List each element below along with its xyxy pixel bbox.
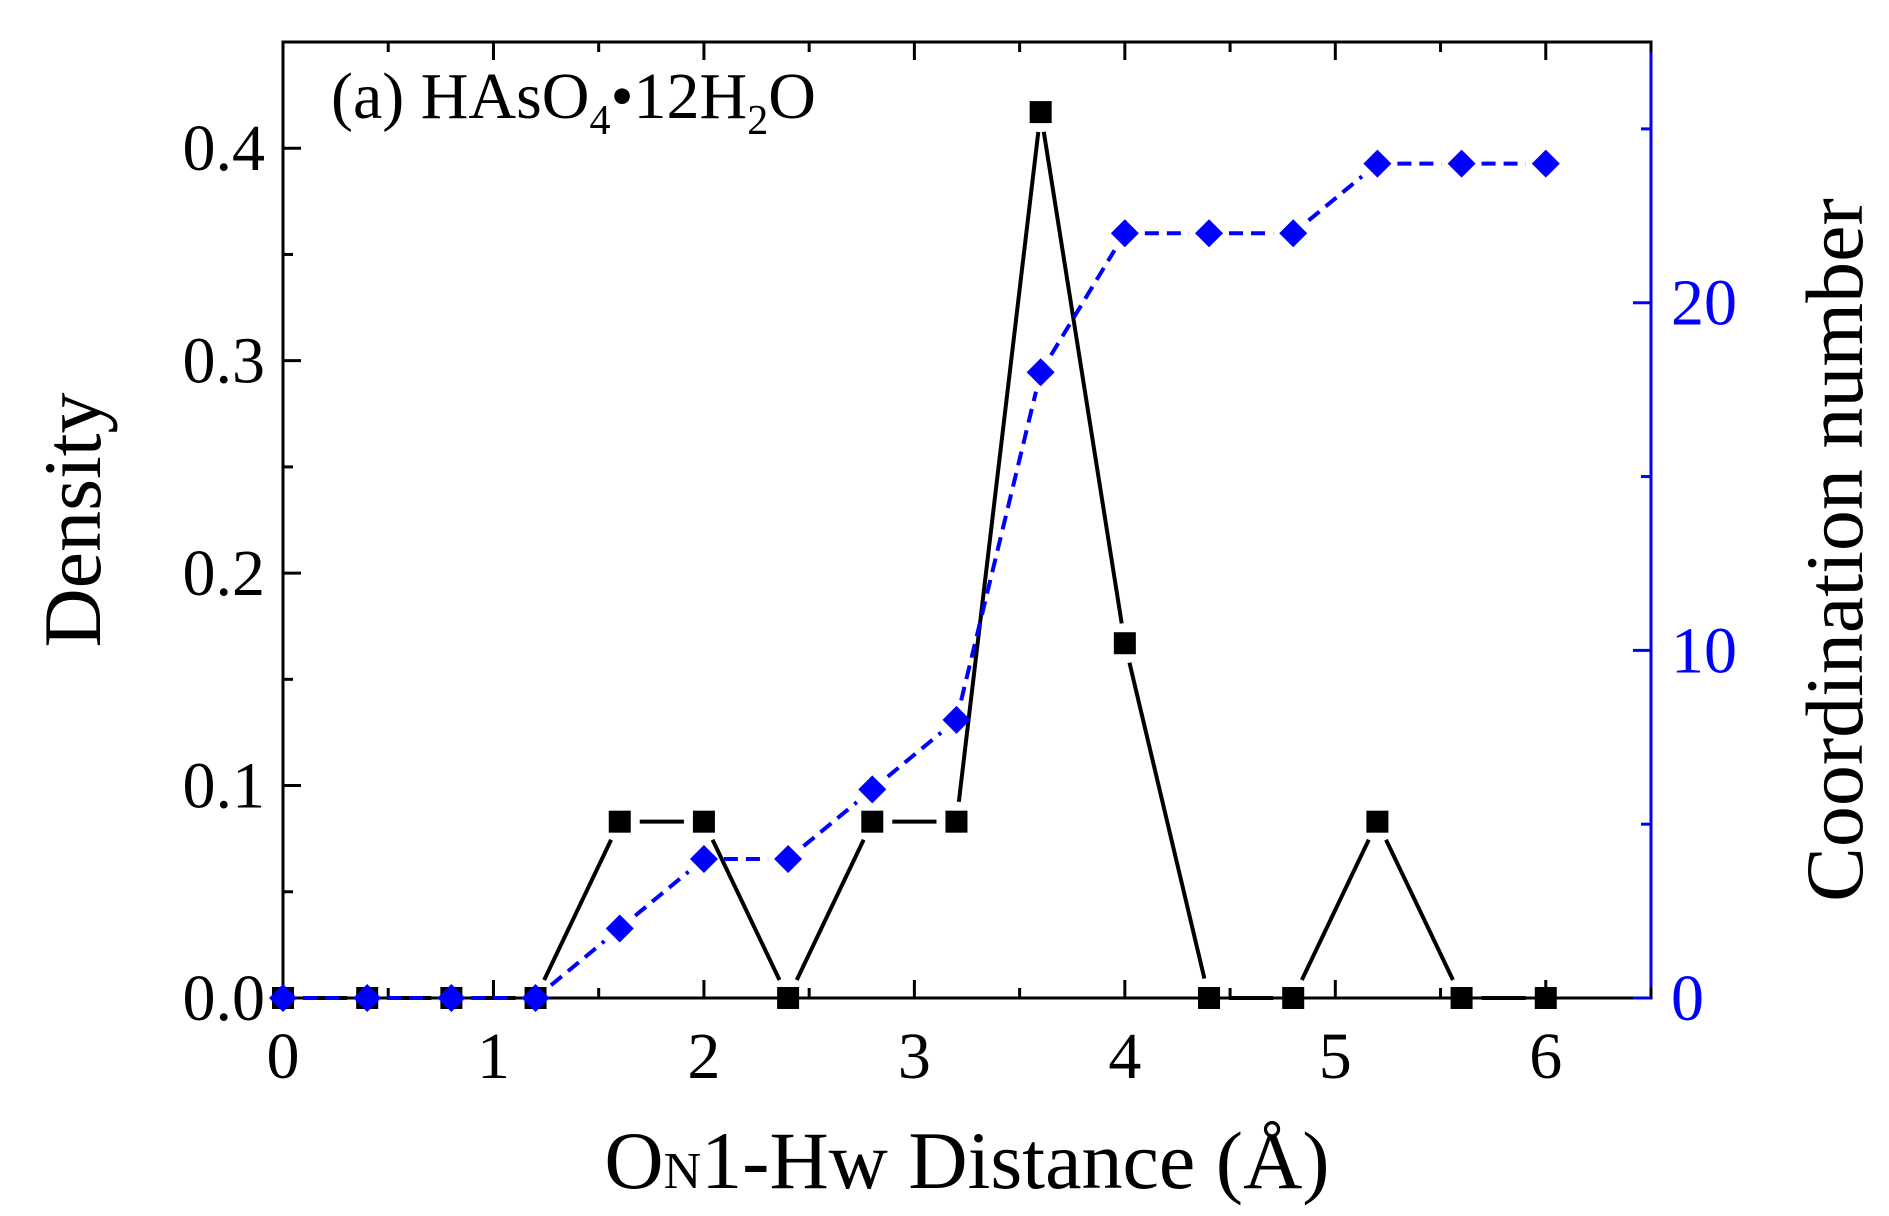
series-line-segment (802, 800, 859, 848)
x-tick-label: 4 (1108, 1020, 1141, 1093)
series-line-segment (633, 870, 690, 918)
data-point-diamond (269, 984, 297, 1012)
x-tick-label: 0 (267, 1020, 300, 1093)
x-tick-label: 5 (1319, 1020, 1352, 1093)
data-point-diamond (1110, 219, 1139, 248)
y2-tick-label: 20 (1671, 267, 1737, 340)
data-point-diamond (521, 984, 550, 1012)
y-tick-label: 0.3 (183, 325, 266, 398)
y-axis-title: Density (27, 392, 118, 647)
series-line-segment (959, 391, 1038, 701)
data-point-square (1534, 987, 1557, 1009)
tick-marks (281, 40, 1653, 1000)
series-line-segment (710, 838, 782, 981)
data-point-square (777, 987, 800, 1009)
series-coordination (269, 149, 1560, 1012)
y2-tick-labels: 0 10 20 (1671, 267, 1737, 1035)
series-line-segment (542, 838, 613, 981)
annotation-prefix: (a) HAsO (331, 60, 589, 133)
data-point-diamond (1447, 149, 1476, 178)
series-line-segment (886, 731, 943, 779)
annotation-sub2: 2 (747, 98, 768, 144)
x-tick-label: 1 (477, 1020, 510, 1093)
data-point-square (1366, 810, 1389, 833)
annotation-suffix: O (768, 60, 816, 133)
annotation-sub1: 4 (589, 98, 610, 144)
data-point-diamond (1363, 149, 1392, 178)
data-point-square (1450, 987, 1473, 1009)
data-point-diamond (353, 984, 382, 1012)
series-line-segment (1041, 131, 1124, 624)
y-tick-label: 0.1 (183, 750, 266, 823)
data-point-square (608, 810, 631, 833)
y-tick-label: 0.0 (183, 962, 266, 1035)
data-point-diamond (942, 705, 971, 734)
y2-tick-label: 10 (1671, 614, 1737, 687)
data-point-diamond (605, 914, 634, 943)
data-point-diamond (858, 775, 887, 804)
data-point-diamond (1026, 358, 1055, 387)
data-point-diamond (1531, 149, 1560, 178)
x-axis-title-sub: N (664, 1143, 702, 1200)
annotation-bullet: • (610, 60, 633, 133)
series-line-segment (1127, 662, 1207, 980)
data-point-diamond (689, 844, 718, 873)
x-axis-title-main: O (604, 1115, 663, 1206)
series-line-segment (1300, 838, 1371, 981)
data-point-square (692, 810, 715, 833)
series-layer (269, 101, 1560, 1012)
x-tick-label: 2 (687, 1020, 720, 1093)
data-point-square (861, 810, 884, 833)
plot-frame (281, 40, 1653, 1000)
data-point-diamond (437, 984, 466, 1012)
data-point-square (1029, 101, 1052, 124)
y-tick-label: 0.2 (183, 537, 266, 610)
data-point-square (1113, 632, 1136, 655)
x-tick-label: 6 (1529, 1020, 1562, 1093)
series-line-segment (956, 131, 1041, 803)
data-point-diamond (1279, 219, 1308, 248)
y-tick-label: 0.4 (183, 112, 266, 185)
x-axis-title-rest: 1-Hw Distance (Å) (701, 1115, 1329, 1206)
y2-tick-label: 0 (1671, 962, 1704, 1035)
data-point-diamond (1195, 219, 1224, 248)
series-line-segment (549, 939, 606, 987)
y2-axis-title: Coordination number (1789, 198, 1880, 902)
data-point-square (1282, 987, 1305, 1009)
series-line-segment (794, 838, 866, 981)
data-point-diamond (774, 844, 803, 873)
annotation-mid: 12H (634, 60, 748, 133)
y-tick-labels: 0.0 0.1 0.2 0.3 0.4 (183, 112, 266, 1035)
series-line-segment (1049, 249, 1117, 357)
x-tick-labels: 0 1 2 3 4 5 6 (267, 1020, 1563, 1093)
series-density (272, 101, 1557, 1009)
data-point-square (945, 810, 968, 833)
chart-annotation: (a) HAsO4•12H2O (331, 60, 816, 144)
series-line-segment (1307, 174, 1364, 223)
series-line-segment (1384, 838, 1455, 981)
x-axis-title: ON1-Hw Distance (Å) (604, 1115, 1329, 1206)
x-tick-label: 3 (898, 1020, 931, 1093)
data-point-square (1198, 987, 1221, 1009)
